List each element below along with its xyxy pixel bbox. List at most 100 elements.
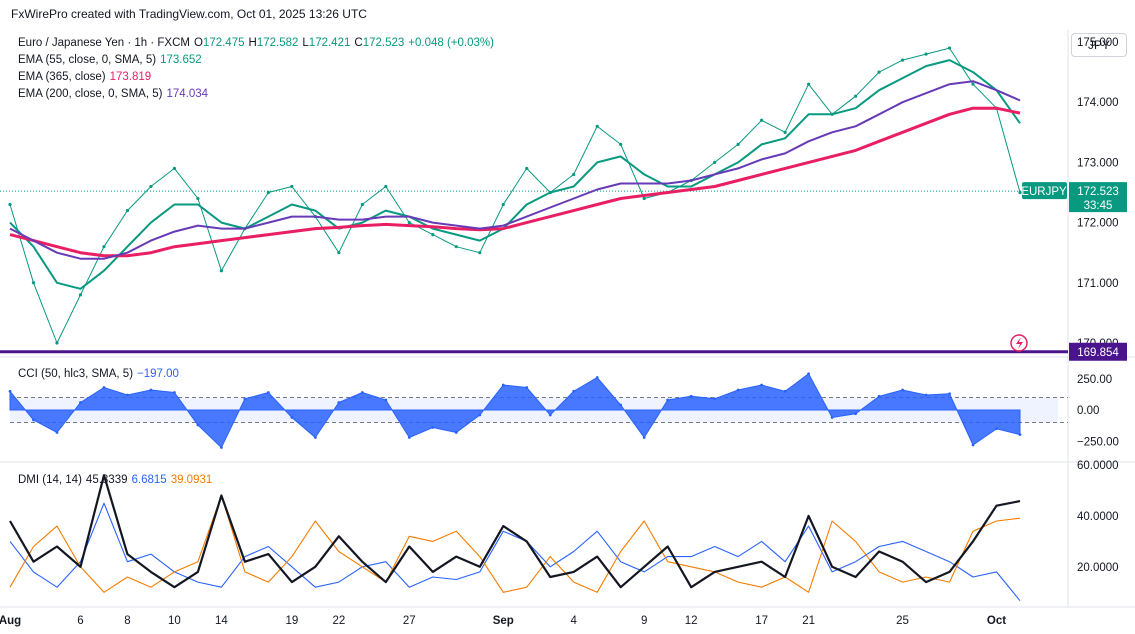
ema365-legend[interactable]: EMA (365, close) 173.819 [18, 71, 155, 83]
cci-point [689, 394, 693, 398]
cci-point [478, 413, 482, 417]
cci-point [79, 401, 82, 404]
high-label: H [248, 37, 257, 49]
price-point [31, 281, 36, 285]
price-point [501, 202, 505, 207]
price-point [172, 166, 177, 171]
cci-tick-label: 250.00 [1077, 374, 1112, 386]
cci-point [760, 383, 764, 387]
cci-label: CCI (50, hlc3, SMA, 5) [18, 368, 134, 380]
price-tick-label: 174.000 [1077, 97, 1119, 109]
price-point [595, 124, 599, 128]
cci-point [807, 372, 811, 376]
price-point [924, 52, 928, 56]
cci-point [407, 436, 411, 439]
price-point [149, 184, 153, 189]
alert-icon [1010, 334, 1028, 352]
ema200-value: 174.034 [166, 88, 209, 100]
time-tick-label: 14 [215, 615, 228, 627]
price-point [971, 82, 975, 86]
price-point [525, 166, 529, 171]
cci-point [525, 386, 529, 389]
time-tick-label: 17 [755, 615, 768, 627]
cci-point [948, 392, 951, 396]
cci-point [243, 397, 247, 401]
dmi-tick-label: 20.0000 [1077, 562, 1119, 574]
cci-point [384, 398, 388, 402]
close-label: C [354, 37, 363, 49]
ema55-line [9, 59, 1021, 290]
cci-point [572, 389, 576, 393]
price-point [337, 251, 341, 255]
symbol-tag-text: EURJPY [1021, 186, 1067, 198]
time-tick-label: 9 [641, 615, 647, 627]
time-tick-label: Aug [0, 615, 21, 627]
cci-point [619, 403, 623, 407]
cci-point [266, 391, 270, 394]
ema200-label: EMA (200, close, 0, SMA, 5) [18, 88, 163, 100]
cci-point [713, 397, 717, 401]
price-point [125, 208, 130, 213]
ema365-label: EMA (365, close) [18, 71, 106, 83]
adx-line [9, 474, 1021, 589]
support-price-tag [1069, 342, 1127, 361]
minus-di-value: 39.0931 [170, 474, 213, 486]
time-tick-label: 22 [332, 615, 345, 627]
cci-point [219, 446, 223, 449]
cci-point [995, 427, 998, 431]
price-tick-label: 175.000 [1077, 37, 1119, 49]
cci-point [877, 394, 881, 398]
cci-point [666, 398, 670, 402]
dmi-legend[interactable]: DMI (14, 14) 45.8339 6.6815 39.0931 [18, 474, 216, 486]
cci-point [1018, 433, 1022, 437]
time-tick-label: Oct [987, 615, 1006, 627]
cci-tick-label: −250.00 [1077, 436, 1119, 448]
price-line [9, 47, 1021, 344]
low-label: L [302, 37, 309, 49]
time-tick-label: 21 [802, 615, 815, 627]
cci-point [102, 386, 106, 389]
ema55-value: 173.652 [160, 54, 202, 66]
price-point [736, 142, 740, 146]
cci-point [173, 391, 176, 394]
price-point [8, 202, 12, 207]
minus-di-line [9, 494, 1021, 593]
cci-point [32, 418, 35, 422]
support-price-text: 169.854 [1077, 347, 1119, 359]
open-label: O [193, 37, 203, 49]
ema200-legend[interactable]: EMA (200, close, 0, SMA, 5) 174.034 [18, 88, 212, 100]
cci-point [149, 388, 153, 392]
currency-button[interactable]: JPY [1071, 33, 1127, 57]
price-point [360, 202, 364, 207]
cci-point [290, 416, 294, 419]
price-point [713, 160, 717, 165]
ema365-line [9, 106, 1021, 258]
cci-point [548, 413, 552, 417]
countdown-text: 33:45 [1084, 200, 1113, 212]
time-tick-label: 4 [571, 615, 578, 627]
price-point [572, 172, 576, 177]
ema55-legend[interactable]: EMA (55, close, 0, SMA, 5) 173.652 [18, 54, 206, 66]
price-point [900, 58, 905, 62]
cci-point [901, 388, 904, 392]
price-point [454, 245, 458, 249]
price-tick-label: 171.000 [1077, 278, 1119, 290]
cci-point [642, 436, 646, 439]
cci-point [337, 401, 341, 404]
time-tick-label: 6 [77, 615, 83, 627]
time-tick-label: 25 [896, 615, 909, 627]
cci-point [736, 388, 740, 392]
change-value: +0.048 (+0.03%) [408, 37, 494, 49]
price-point [407, 220, 411, 225]
dmi-tick-label: 40.0000 [1077, 511, 1119, 523]
cci-tick-label: 0.00 [1077, 405, 1099, 417]
open-value: 172.475 [202, 37, 245, 49]
ema365-value: 173.819 [109, 71, 152, 83]
cci-point [196, 423, 200, 427]
plus-di-line [9, 502, 1021, 602]
cci-legend[interactable]: CCI (50, hlc3, SMA, 5) −197.00 [18, 368, 183, 380]
price-point [102, 245, 106, 249]
ema55-label: EMA (55, close, 0, SMA, 5) [18, 54, 157, 66]
price-point [1018, 190, 1022, 195]
